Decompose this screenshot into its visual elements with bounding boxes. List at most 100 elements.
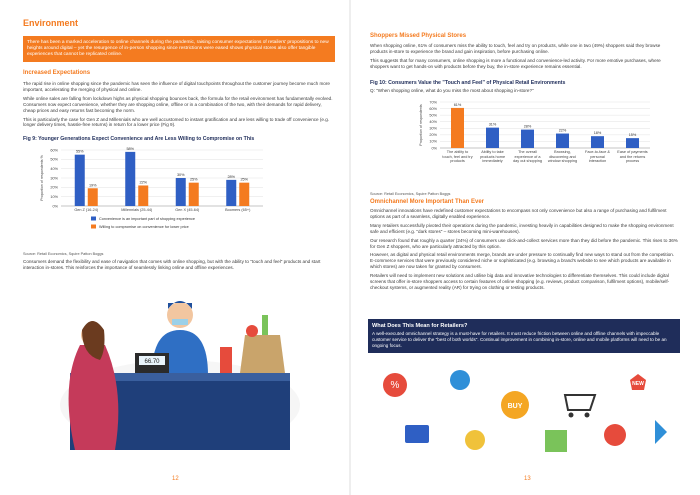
paragraph: Our research found that roughly a quarte… xyxy=(370,237,678,249)
y-axis-label: Proportion of respondents xyxy=(419,104,423,146)
customer xyxy=(68,345,119,450)
y-tick-label: 30% xyxy=(429,127,437,131)
intro-box: There has been a marked acceleration to … xyxy=(23,36,335,62)
section-heading: Omnichannel More Important Than Ever xyxy=(370,199,485,205)
x-tick-label: Ability to take products home immediatel… xyxy=(479,150,506,164)
value-label: 25% xyxy=(240,178,248,182)
paragraph: Omnichannel innovations have redefined c… xyxy=(370,208,667,219)
figure-question: Q: "When shopping online, what do you mi… xyxy=(370,88,534,93)
counter-top xyxy=(70,373,290,381)
card-icon xyxy=(405,425,429,443)
y-tick-label: 30% xyxy=(50,176,58,180)
callout-title: What Does This Mean for Retailers? xyxy=(372,323,468,329)
y-tick-label: 50% xyxy=(429,113,437,117)
grocery-bag xyxy=(240,335,285,373)
page-number: 13 xyxy=(524,476,531,482)
bar xyxy=(138,185,149,206)
illustration: 66.70 xyxy=(60,301,300,450)
legend-swatch xyxy=(91,216,96,221)
y-tick-label: 20% xyxy=(429,133,437,137)
cart-wheel xyxy=(568,412,574,418)
paragraph: However, as digital and physical retail … xyxy=(370,252,675,270)
y-axis-label: Proportion of respondents % xyxy=(40,154,44,200)
y-tick-label: 10% xyxy=(429,140,437,144)
y-tick-label: 60% xyxy=(50,148,58,152)
value-label: 31% xyxy=(489,123,497,127)
bar xyxy=(556,133,569,148)
page-fold xyxy=(349,0,351,495)
x-tick-label: Ease of payments and the returns process xyxy=(617,150,648,164)
chart-plot: 0% 10% 20% 30% 40% 50% 60% 70% Proportion of res… xyxy=(419,100,650,150)
tag-icon xyxy=(655,420,667,444)
page-title: Environment xyxy=(23,18,79,28)
value-label: 25% xyxy=(190,178,198,182)
value-label: 61% xyxy=(454,103,462,107)
value-label: 18% xyxy=(594,131,602,135)
bar xyxy=(521,129,534,148)
y-tick-label: 50% xyxy=(50,158,58,162)
text-column: When shopping online, 61% of consumers m… xyxy=(370,43,678,73)
bag-icon xyxy=(545,430,567,452)
value-label: 28% xyxy=(524,125,532,129)
chart-plot: 0% 10% 20% 30% 40% 50% 60% Proportion of respon… xyxy=(40,147,263,229)
register-price: 66.70 xyxy=(144,359,160,365)
bar xyxy=(188,182,199,206)
bar xyxy=(626,138,639,148)
y-tick-label: 20% xyxy=(50,186,58,190)
register-screen xyxy=(139,356,165,365)
y-tick-label: 40% xyxy=(50,167,58,171)
cashier-cap xyxy=(168,301,192,309)
value-label: 30% xyxy=(177,173,185,177)
icon-circle xyxy=(383,373,407,397)
paragraph: When shopping online, 61% of consumers m… xyxy=(370,43,661,54)
text-column: Omnichannel innovations have redefined c… xyxy=(370,208,678,294)
bar xyxy=(451,107,464,148)
paragraph: This suggests that for many consumers, o… xyxy=(370,57,661,69)
value-label: 58% xyxy=(126,147,134,151)
icon-circle xyxy=(604,424,626,446)
icon-circle xyxy=(501,391,529,419)
bar xyxy=(486,127,499,148)
cart-icon xyxy=(563,394,597,411)
paragraph: Many retailers successfully pivoted thei… xyxy=(370,222,674,234)
bar xyxy=(87,188,98,206)
y-tick-label: 0% xyxy=(53,204,59,208)
buy-badge: BUY xyxy=(508,403,523,410)
value-label: 22% xyxy=(139,180,147,184)
illustration: % BUY NEW xyxy=(383,370,667,452)
new-badge: NEW xyxy=(632,381,644,387)
x-tick-label: The overall experience of a day out shop… xyxy=(513,150,542,164)
text-column: The rapid rise in online shopping since … xyxy=(23,81,335,131)
page-number: 12 xyxy=(172,476,179,482)
mask xyxy=(172,319,188,325)
x-tick-label: Millennials (25-44) xyxy=(121,208,153,212)
y-tick-label: 60% xyxy=(429,107,437,111)
icon-circle xyxy=(450,370,470,390)
paragraph: The rapid rise in online shopping since … xyxy=(23,81,330,92)
bar xyxy=(591,136,604,148)
figure-title: Fig 9: Younger Generations Expect Conven… xyxy=(23,136,255,142)
chart: 0% 10% 20% 30% 40% 50% 60% 70% Proportion of res… xyxy=(370,96,670,188)
cart-wheel xyxy=(584,412,590,418)
icon-glyph: % xyxy=(391,380,400,391)
value-label: 55% xyxy=(76,150,84,154)
y-tick-label: 0% xyxy=(432,146,438,150)
icon-circle xyxy=(465,430,485,450)
callout-text: A well-executed omnichannel strategy is … xyxy=(372,331,667,348)
bar xyxy=(226,179,237,206)
produce xyxy=(246,325,258,337)
bottle xyxy=(220,347,232,373)
bar xyxy=(239,182,250,206)
x-tick-label: Gen X (45-64) xyxy=(175,208,200,212)
new-burst xyxy=(630,374,646,390)
section-heading: Shoppers Missed Physical Stores xyxy=(370,33,467,39)
legend-label: Willing to compromise on convenience for… xyxy=(99,225,189,229)
chart: 0% 10% 20% 30% 40% 50% 60% Proportion of respon… xyxy=(23,144,283,236)
paragraph: Retailers will need to implement new sol… xyxy=(370,273,670,290)
produce xyxy=(262,315,268,335)
value-label: 19% xyxy=(89,183,97,187)
callout-box: What Does This Mean for Retailers? A wel… xyxy=(368,319,680,353)
value-label: 22% xyxy=(559,129,567,133)
paragraph: While online sales are falling from lock… xyxy=(23,95,333,113)
